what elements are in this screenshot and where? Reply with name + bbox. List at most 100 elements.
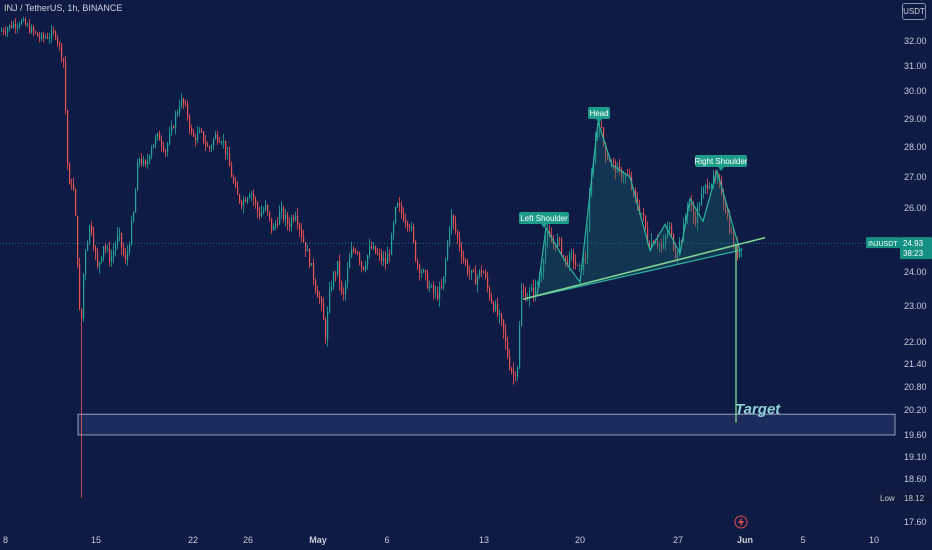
- candle-body: [697, 206, 699, 223]
- candle-body: [383, 258, 385, 261]
- candle-body: [271, 218, 273, 231]
- candle-body: [531, 287, 533, 292]
- candle-body: [445, 259, 447, 277]
- currency-button[interactable]: USDT: [902, 3, 926, 20]
- candle-body: [689, 202, 691, 208]
- candle-body: [545, 241, 547, 261]
- candle-body: [405, 220, 407, 223]
- candle-body: [201, 130, 203, 132]
- candle-body: [171, 126, 173, 134]
- candle-body: [157, 133, 159, 138]
- candle-body: [679, 240, 681, 253]
- candle-body: [31, 27, 33, 33]
- candle-body: [79, 264, 81, 310]
- candle-body: [17, 25, 19, 28]
- candle-body: [515, 375, 517, 377]
- y-tick-label: 17.60: [904, 517, 927, 527]
- candle-body: [491, 297, 493, 303]
- ticker-tag-bg: [866, 237, 900, 249]
- candle-body: [495, 303, 497, 311]
- candle-body: [415, 241, 417, 261]
- candle-body: [87, 241, 89, 252]
- candle-body: [319, 297, 321, 299]
- candle-body: [711, 184, 713, 188]
- candle-body: [619, 165, 621, 170]
- candle-body: [623, 177, 625, 179]
- candle-body: [133, 212, 135, 222]
- candle-body: [225, 140, 227, 154]
- candle-body: [61, 45, 63, 59]
- candle-body: [537, 282, 539, 284]
- lightning-icon[interactable]: [734, 515, 748, 529]
- candle-body: [517, 367, 519, 377]
- candle-body: [1, 30, 3, 32]
- x-tick-label: 20: [575, 535, 585, 545]
- candle-body: [45, 37, 47, 39]
- candle-body: [33, 27, 35, 32]
- candle-body: [199, 130, 201, 133]
- candle-body: [233, 176, 235, 182]
- candle-body: [557, 238, 559, 248]
- candle-body: [455, 222, 457, 232]
- candle-body: [73, 184, 75, 190]
- x-tick-label: 13: [479, 535, 489, 545]
- candle-body: [677, 252, 679, 259]
- pattern-labels: Left Shoulder Head Right Shoulder Target: [519, 107, 781, 418]
- candle-body: [553, 242, 555, 245]
- candle-body: [381, 254, 383, 261]
- y-tick-label: 32.00: [904, 36, 927, 46]
- candle-body: [465, 260, 467, 263]
- candle-body: [65, 61, 67, 111]
- candle-body: [541, 272, 543, 279]
- candle-body: [645, 215, 647, 229]
- candle-body: [349, 257, 351, 269]
- y-tick-label: 23.00: [904, 301, 927, 311]
- candle-body: [267, 204, 269, 212]
- candle-body: [355, 250, 357, 253]
- candle-body: [179, 106, 181, 113]
- candle-body: [345, 282, 347, 294]
- candle-body: [701, 193, 703, 206]
- price-tag-bg: [900, 237, 932, 260]
- candle-body: [413, 226, 415, 242]
- low-value: 18.12: [904, 494, 925, 503]
- x-tick-label: 26: [243, 535, 253, 545]
- candle-body: [293, 217, 295, 220]
- x-tick-label: 6: [384, 535, 389, 545]
- candle-body: [303, 236, 305, 243]
- x-tick-label: 15: [91, 535, 101, 545]
- candle-body: [613, 161, 615, 163]
- candle-body: [611, 161, 613, 163]
- candle-body: [599, 126, 601, 132]
- candle-body: [119, 232, 121, 235]
- candle-body: [501, 313, 503, 320]
- candle-body: [235, 181, 237, 187]
- candle-body: [37, 32, 39, 37]
- candle-body: [125, 254, 127, 260]
- candle-body: [109, 248, 111, 262]
- candle-body: [669, 226, 671, 230]
- candle-body: [351, 249, 353, 258]
- right-shoulder-label: Right Shoulder: [695, 157, 748, 166]
- candle-body: [71, 184, 73, 186]
- candle-body: [69, 164, 71, 185]
- candle-body: [357, 252, 359, 254]
- candle-body: [533, 287, 535, 295]
- candle-body: [315, 280, 317, 291]
- candle-body: [99, 262, 101, 267]
- candle-body: [257, 203, 259, 212]
- x-tick-label: 27: [673, 535, 683, 545]
- candle-body: [7, 28, 9, 33]
- candle-body: [675, 250, 677, 259]
- candle-body: [193, 131, 195, 137]
- candle-body: [695, 217, 697, 223]
- candle-body: [363, 267, 365, 270]
- candle-body: [91, 225, 93, 233]
- low-label-bg: [876, 492, 898, 503]
- candle-body: [399, 203, 401, 206]
- candle-body: [97, 253, 99, 267]
- candle-body: [239, 194, 241, 202]
- candle-body: [305, 242, 307, 252]
- candle-body: [9, 25, 11, 29]
- candle-body: [409, 226, 411, 228]
